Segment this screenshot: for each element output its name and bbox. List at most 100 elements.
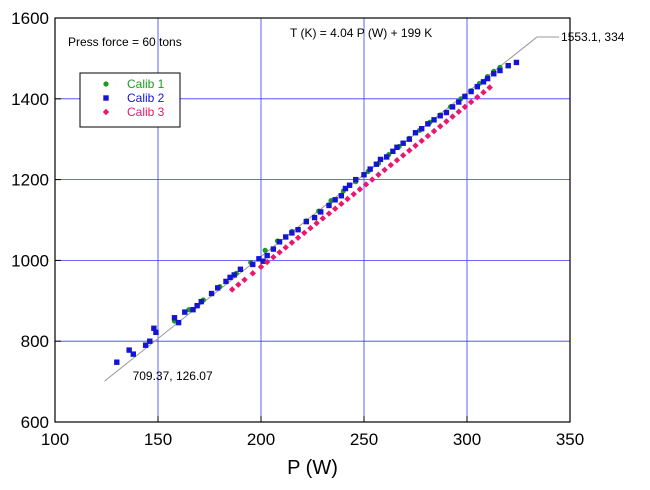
- point-calib-2: [367, 166, 373, 172]
- point-calib-3: [294, 234, 302, 241]
- point-calib-2: [377, 156, 384, 163]
- point-calib-2: [153, 329, 159, 336]
- x-tick-label: 100: [41, 430, 69, 449]
- point-calib-2: [114, 359, 120, 365]
- point-calib-2: [264, 252, 270, 259]
- point-calib-2: [171, 315, 178, 321]
- point-calib-3: [288, 239, 296, 246]
- y-tick-label: 1000: [11, 251, 49, 270]
- point-calib-2: [231, 272, 237, 278]
- point-calib-2: [260, 258, 266, 264]
- point-calib-3: [325, 210, 333, 217]
- point-calib-2: [182, 309, 188, 315]
- point-calib-2: [456, 99, 462, 105]
- equation-annotation: T (K) = 4.04 P (W) + 199 K: [290, 26, 432, 40]
- point-calib-3: [424, 132, 432, 140]
- point-calib-3: [307, 224, 314, 232]
- point-calib-3: [461, 103, 469, 111]
- data-points: [114, 59, 520, 365]
- point-calib-2: [400, 140, 406, 146]
- grid-lines: [55, 18, 570, 422]
- x-tick-label: 350: [556, 430, 584, 449]
- point-calib-3: [474, 93, 481, 101]
- point-calib-2: [198, 298, 204, 305]
- fit-end-label: 1553.1, 334: [561, 30, 625, 44]
- point-calib-3: [362, 181, 370, 188]
- point-calib-3: [399, 152, 407, 159]
- point-calib-2: [383, 154, 390, 160]
- point-calib-2: [513, 59, 520, 66]
- point-calib-3: [276, 249, 283, 256]
- point-calib-3: [406, 147, 413, 154]
- point-calib-2: [338, 193, 345, 199]
- point-calib-2: [215, 285, 221, 291]
- point-calib-3: [282, 244, 289, 251]
- point-calib-3: [455, 108, 462, 115]
- legend-marker-calib-2: [103, 95, 109, 101]
- point-calib-3: [257, 263, 265, 271]
- point-calib-3: [467, 98, 475, 106]
- y-tick-label: 1400: [11, 90, 49, 109]
- point-calib-3: [369, 176, 376, 183]
- point-calib-3: [480, 89, 487, 96]
- x-tick-label: 150: [144, 430, 172, 449]
- legend-label: Calib 1: [127, 77, 165, 91]
- legend-marker-calib-1: [103, 81, 109, 87]
- point-calib-2: [326, 202, 332, 209]
- point-calib-2: [373, 161, 380, 167]
- point-calib-2: [418, 125, 425, 132]
- point-calib-2: [126, 347, 132, 353]
- point-calib-2: [151, 325, 157, 331]
- y-tick-label: 1200: [11, 171, 49, 190]
- point-calib-3: [249, 270, 256, 277]
- point-calib-2: [303, 218, 310, 225]
- axis-ticks: 100 150 200 250 300 350 600 800 1000 1200 1400 1600: [11, 9, 584, 449]
- point-calib-2: [194, 302, 200, 309]
- point-calib-2: [484, 75, 491, 82]
- point-calib-2: [443, 109, 450, 116]
- point-calib-1: [328, 198, 334, 204]
- point-calib-2: [449, 104, 456, 110]
- point-calib-2: [332, 197, 338, 203]
- point-calib-3: [319, 215, 326, 222]
- point-calib-2: [474, 83, 480, 90]
- point-calib-3: [381, 166, 388, 174]
- point-calib-3: [263, 258, 271, 266]
- point-calib-3: [241, 276, 248, 283]
- fit-start-label: 709.37, 126.07: [133, 369, 213, 383]
- point-calib-2: [497, 67, 503, 74]
- point-calib-3: [301, 229, 308, 237]
- point-calib-2: [406, 136, 413, 142]
- point-calib-3: [228, 286, 236, 293]
- point-calib-3: [235, 281, 242, 288]
- x-tick-label: 250: [350, 430, 378, 449]
- point-calib-2: [353, 176, 359, 183]
- point-calib-2: [175, 319, 182, 326]
- point-calib-2: [250, 261, 256, 268]
- point-calib-2: [142, 342, 149, 348]
- point-calib-2: [147, 338, 153, 344]
- point-calib-3: [356, 186, 364, 193]
- press-force-annotation: Press force = 60 tons: [68, 35, 182, 49]
- legend-marker-calib-3: [102, 108, 110, 116]
- point-calib-2: [491, 71, 497, 77]
- point-calib-3: [331, 205, 339, 212]
- plot-frame: [54, 17, 571, 423]
- point-calib-3: [270, 253, 277, 261]
- point-calib-3: [418, 137, 425, 145]
- point-calib-3: [449, 113, 456, 120]
- point-calib-3: [486, 84, 493, 91]
- point-calib-2: [237, 266, 244, 272]
- point-calib-2: [468, 88, 474, 95]
- point-calib-2: [431, 117, 437, 123]
- legend-label: Calib 3: [127, 105, 165, 119]
- point-calib-3: [393, 157, 401, 164]
- x-axis-title: P (W): [287, 457, 338, 479]
- point-calib-3: [437, 123, 444, 130]
- point-calib-2: [270, 246, 277, 252]
- point-calib-2: [462, 93, 468, 100]
- legend-label: Calib 2: [127, 91, 165, 105]
- point-calib-3: [430, 127, 438, 135]
- point-calib-3: [387, 161, 394, 169]
